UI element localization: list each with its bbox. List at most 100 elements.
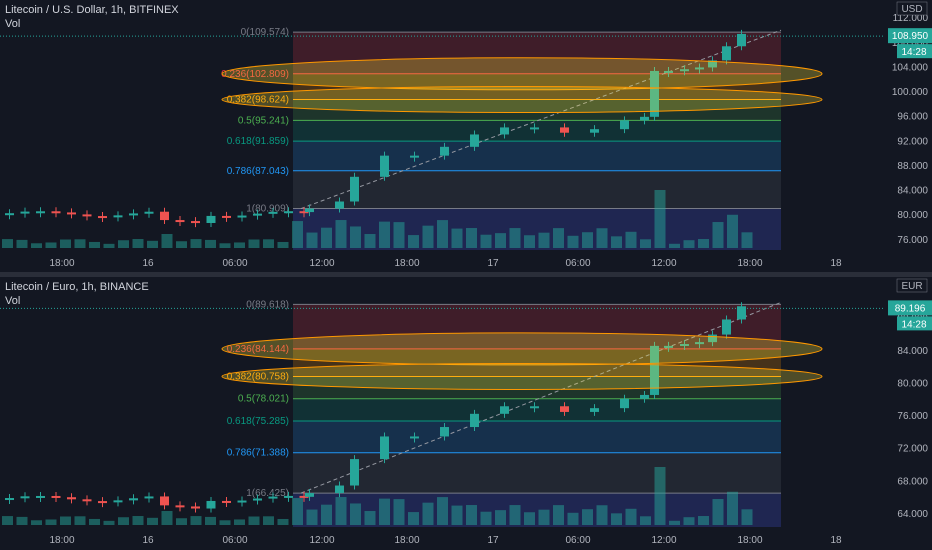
- time-tick-label: 06:00: [222, 258, 247, 269]
- highlight-ellipse[interactable]: [221, 86, 823, 114]
- volume-bar: [364, 511, 376, 525]
- fib-level-label: 0.5(78.021): [238, 394, 289, 405]
- fib-retracement[interactable]: 0(89.618) 0.236(84.144) 0.382(80.758) 0.5(7…: [227, 299, 782, 527]
- volume-bar: [582, 509, 593, 525]
- fib-zone: [293, 141, 781, 171]
- fib-trend-line: [300, 29, 782, 210]
- price-axis[interactable]: 88.00084.00080.00076.00072.00068.00064.0…: [885, 277, 932, 550]
- volume-bar: [350, 503, 361, 525]
- volume-bar: [263, 239, 274, 248]
- volume-bar: [205, 239, 216, 248]
- volume-bar: [263, 516, 274, 525]
- volume-bar: [625, 508, 637, 525]
- chart-pane-ltcusd[interactable]: 0(109.574) 0.236(102.809) 0.382(98.624) 0.5…: [0, 0, 932, 273]
- volume-bar: [408, 235, 419, 248]
- volume-bar: [205, 516, 216, 525]
- fib-level-label: 0.618(75.285): [227, 416, 289, 427]
- volume-bar: [640, 516, 651, 525]
- pane-divider[interactable]: [0, 272, 932, 277]
- ltcusd-chart[interactable]: 0(109.574) 0.236(102.809) 0.382(98.624) 0.5…: [0, 0, 932, 273]
- volume-bar: [321, 504, 332, 525]
- volume-bar: [31, 520, 42, 525]
- candle-body: [440, 146, 449, 156]
- candle-body: [590, 129, 599, 133]
- volume-bar: [480, 234, 492, 248]
- highlight-ellipse[interactable]: [221, 332, 823, 366]
- volume-bar: [248, 516, 260, 525]
- volume-bar: [611, 236, 622, 248]
- volume-bar: [176, 518, 187, 525]
- fib-level-label: 0(89.618): [246, 299, 289, 310]
- volume-bar: [292, 498, 303, 525]
- price-tick-label: 88.000: [897, 161, 928, 172]
- volume-bar: [45, 242, 57, 248]
- price-tick-label: 112.000: [893, 13, 929, 24]
- candle-body: [470, 413, 479, 428]
- candle-body: [51, 211, 61, 214]
- volume-bar: [538, 232, 550, 248]
- last-price-tag: [888, 300, 932, 316]
- price-tick-label: 96.000: [897, 112, 928, 123]
- volume-bar: [2, 239, 13, 248]
- time-tick-label: 12:00: [309, 258, 334, 269]
- volume-bar: [727, 214, 738, 248]
- volume-bar: [335, 220, 347, 248]
- highlight-ellipse[interactable]: [221, 57, 823, 91]
- time-tick-label: 06:00: [565, 258, 590, 269]
- candle-body: [36, 211, 45, 214]
- candle-body: [20, 496, 30, 499]
- currency-label[interactable]: USD: [901, 4, 922, 15]
- volume-bar: [364, 234, 376, 248]
- time-axis-bg: [0, 527, 885, 550]
- fib-trend-line: [300, 301, 782, 494]
- candle-body: [737, 33, 746, 47]
- candle-body: [191, 506, 200, 509]
- price-tick-label: 84.000: [897, 186, 928, 197]
- chart-background: [0, 277, 932, 550]
- candle-body: [695, 342, 704, 345]
- fib-retracement[interactable]: 0(109.574) 0.236(102.809) 0.382(98.624) 0.5…: [221, 27, 782, 250]
- fib-level-label: 1(66.425): [246, 488, 289, 499]
- candle-body: [380, 436, 389, 460]
- fib-level-label: 0.382(98.624): [227, 95, 289, 106]
- ltceur-chart[interactable]: 0(89.618) 0.236(84.144) 0.382(80.758) 0.5(7…: [0, 277, 932, 550]
- fib-zone: [293, 420, 781, 453]
- volume-bar: [683, 517, 695, 525]
- time-tick-label: 12:00: [651, 535, 676, 546]
- time-axis[interactable]: 18:00 16 06:00 12:00 18:00 17 06:00 12:00 18:00 1…: [0, 527, 885, 550]
- fib-level-label: 0.382(80.758): [227, 371, 289, 382]
- candle-body: [206, 500, 216, 509]
- volume-bar: [741, 509, 753, 525]
- volume-bar: [437, 497, 448, 525]
- price-tick-label: 76.000: [897, 411, 928, 422]
- volume-bar: [422, 225, 434, 248]
- price-axis[interactable]: 112.000 108.000 104.000 100.000 96.000 92.000…: [885, 0, 932, 273]
- fib-level-label: 0.618(91.859): [227, 136, 289, 147]
- currency-label[interactable]: EUR: [901, 281, 922, 292]
- volume-bar: [60, 239, 71, 248]
- price-tick-label: 72.000: [897, 444, 928, 455]
- candle-body: [129, 213, 138, 216]
- volume-bar: [698, 516, 709, 525]
- time-tick-label: 12:00: [651, 258, 676, 269]
- candle-body: [5, 213, 14, 216]
- time-axis[interactable]: 18:00 16 06:00 12:00 18:00 17 06:00 12:00 18:00 1…: [0, 250, 885, 273]
- volume-bar: [74, 239, 86, 248]
- price-tick-label: 64.000: [897, 509, 928, 520]
- chart-pane-ltceur[interactable]: 0(89.618) 0.236(84.144) 0.382(80.758) 0.5(7…: [0, 277, 932, 550]
- candle-body: [67, 212, 76, 215]
- volume-bar: [654, 467, 666, 525]
- symbol-title[interactable]: Litecoin / U.S. Dollar, 1h, BITFINEX: [5, 4, 179, 16]
- volume-bar: [277, 241, 289, 248]
- volume-bar: [190, 239, 202, 248]
- volume-label: Vol: [5, 18, 21, 30]
- volume-bar: [727, 491, 738, 525]
- candle-body: [268, 211, 278, 214]
- volume-bar: [567, 512, 579, 525]
- highlight-ellipse[interactable]: [221, 362, 823, 390]
- volume-bar: [103, 520, 115, 525]
- candle-body: [191, 221, 200, 224]
- currency-box: [896, 278, 928, 293]
- volume-label: Vol: [5, 295, 21, 307]
- symbol-title[interactable]: Litecoin / Euro, 1h, BINANCE: [5, 281, 149, 293]
